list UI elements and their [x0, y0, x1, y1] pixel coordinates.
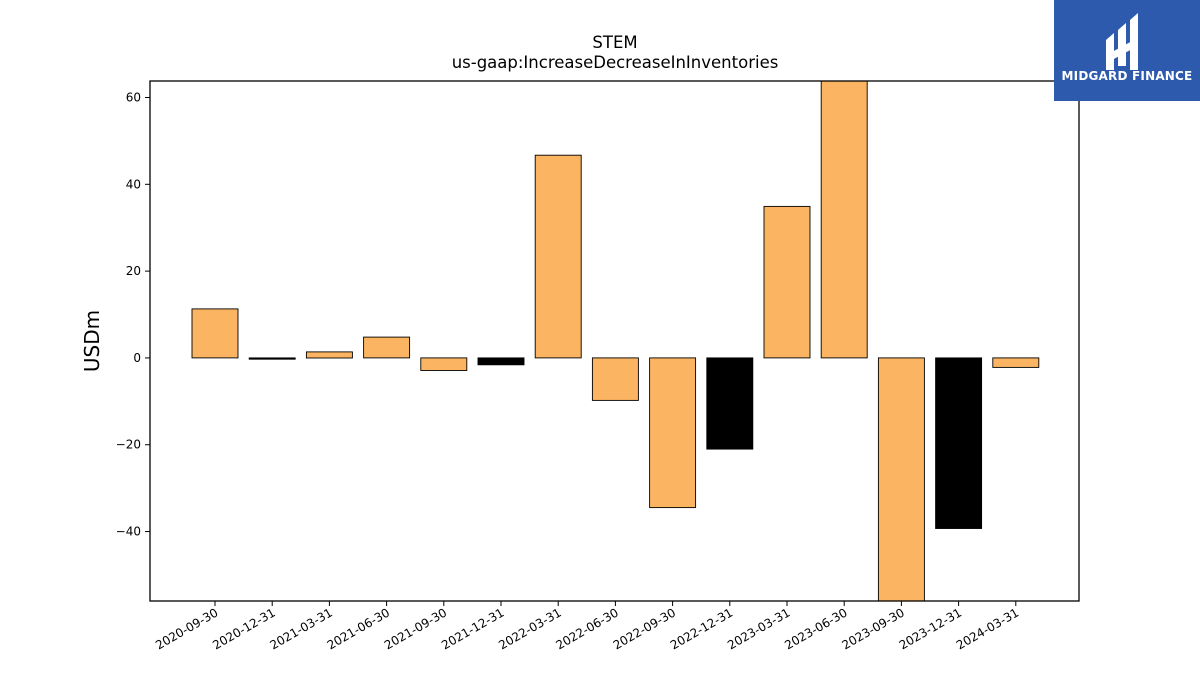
x-tick-label: 2022-03-31 — [496, 605, 563, 652]
bar-2021-09-30 — [420, 357, 468, 371]
bar-2021-12-31 — [477, 357, 525, 366]
bar-2023-09-30 — [877, 357, 925, 602]
bars-group — [191, 80, 1040, 602]
x-tick-label: 2021-12-31 — [439, 605, 506, 652]
chart-subtitle: us-gaap:IncreaseDecreaseInInventories — [452, 53, 779, 72]
y-tick-label: −40 — [116, 525, 141, 539]
x-tick-label: 2023-12-31 — [897, 605, 964, 652]
bar-2023-06-30 — [820, 80, 868, 359]
bar-2022-09-30 — [649, 357, 697, 509]
brand-logo: MIDGARD FINANCE — [1054, 0, 1200, 101]
plot-frame — [149, 80, 1080, 602]
x-tick-label: 2024-03-31 — [954, 605, 1021, 652]
y-axis-label: USDm — [80, 310, 104, 372]
y-tick-label: 0 — [133, 351, 141, 365]
x-tick-label: 2020-09-30 — [153, 605, 220, 652]
y-axis: −40 −20 0 20 40 60 — [116, 90, 150, 539]
x-tick-label: 2021-06-30 — [325, 605, 392, 652]
x-tick-label: 2023-09-30 — [839, 605, 906, 652]
logo-mark-icon — [1106, 13, 1138, 70]
bar-2022-03-31 — [534, 154, 582, 359]
x-tick-label: 2021-03-31 — [267, 605, 334, 652]
x-tick-label: 2022-06-30 — [553, 605, 620, 652]
bar-2023-12-31 — [935, 357, 983, 529]
bar-2020-12-31 — [248, 357, 296, 360]
chart-title: STEM — [592, 33, 637, 52]
bar-2021-06-30 — [363, 336, 411, 359]
bar-2022-06-30 — [591, 357, 639, 401]
y-tick-label: 20 — [126, 264, 141, 278]
bar-2021-03-31 — [305, 351, 353, 359]
bar-2020-09-30 — [191, 308, 239, 359]
y-tick-label: −20 — [116, 438, 141, 452]
y-tick-label: 40 — [126, 177, 141, 191]
y-tick-label: 60 — [126, 90, 141, 104]
x-axis: 2020-09-302020-12-312021-03-312021-06-30… — [153, 601, 1021, 652]
bar-2022-12-31 — [706, 357, 754, 450]
x-tick-label: 2020-12-31 — [210, 605, 277, 652]
x-tick-label: 2022-09-30 — [611, 605, 678, 652]
x-tick-label: 2021-09-30 — [382, 605, 449, 652]
x-tick-label: 2022-12-31 — [668, 605, 735, 652]
x-tick-label: 2023-03-31 — [725, 605, 792, 652]
logo-text: MIDGARD FINANCE — [1061, 69, 1193, 83]
x-tick-label: 2023-06-30 — [782, 605, 849, 652]
bar-2024-03-31 — [992, 357, 1040, 368]
bar-2023-03-31 — [763, 205, 811, 359]
